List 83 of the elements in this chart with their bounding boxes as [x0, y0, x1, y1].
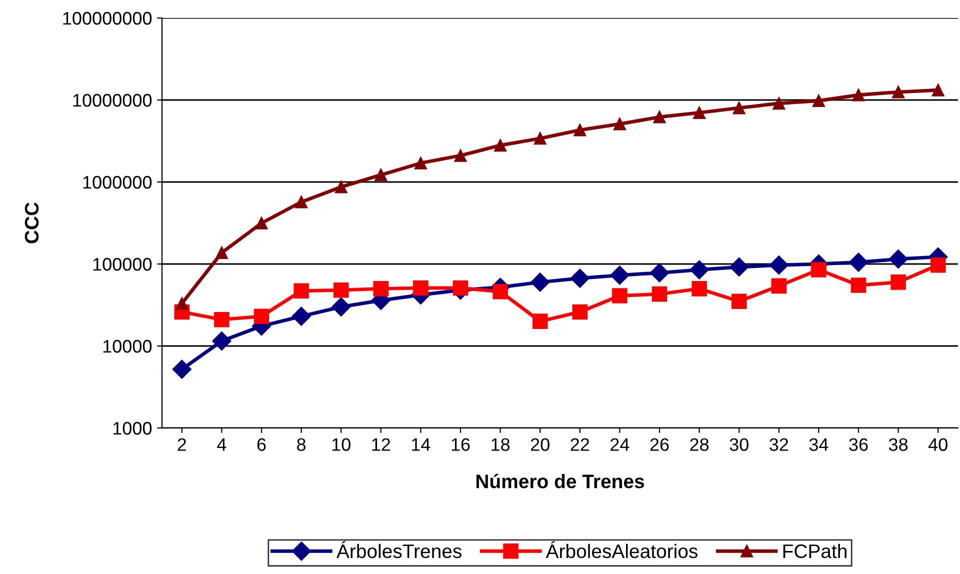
point — [772, 97, 786, 110]
legend-label: FCPath — [783, 544, 846, 558]
y-tick-label: 10000 — [103, 340, 152, 353]
point — [492, 284, 508, 300]
point — [850, 278, 866, 293]
point — [494, 139, 507, 152]
point — [930, 257, 946, 273]
x-tick-label: 12 — [372, 438, 390, 451]
point — [771, 278, 787, 294]
y-tick-label: 1000000 — [83, 176, 152, 189]
point — [852, 88, 865, 102]
x-tick-label: 40 — [928, 438, 948, 451]
point — [572, 304, 588, 320]
legend-label: ÁrbolesTrenes — [336, 541, 462, 558]
point — [652, 286, 668, 302]
point — [295, 196, 308, 208]
x-tick-label: 8 — [297, 438, 306, 451]
point — [172, 360, 192, 379]
point — [255, 216, 268, 230]
point — [254, 308, 270, 324]
point — [212, 331, 232, 351]
y-tick-label: 100000000 — [63, 12, 152, 25]
legend-label: ÁrbolesAleatorios — [546, 541, 698, 558]
x-tick-label: 36 — [849, 438, 868, 451]
point — [574, 124, 586, 136]
point — [612, 288, 628, 304]
point — [214, 312, 230, 328]
point — [530, 272, 550, 292]
x-axis-title: Número de Trenes — [476, 474, 644, 488]
point — [650, 263, 670, 282]
x-tick-label: 4 — [217, 438, 226, 451]
x-tick-label: 2 — [178, 438, 186, 451]
point — [890, 274, 906, 290]
y-axis-title: CCC — [24, 202, 39, 244]
point — [730, 257, 749, 277]
point — [176, 297, 188, 310]
x-tick-label: 22 — [570, 438, 590, 451]
point — [811, 262, 826, 278]
point — [769, 256, 788, 275]
point — [613, 118, 626, 130]
x-tick-label: 28 — [690, 438, 709, 451]
point — [454, 149, 467, 162]
x-tick-label: 18 — [492, 438, 510, 451]
x-tick-label: 20 — [530, 438, 550, 451]
point — [332, 297, 351, 316]
point — [932, 84, 944, 96]
point — [294, 283, 309, 299]
x-tick-label: 26 — [650, 438, 669, 451]
point — [534, 132, 546, 145]
point — [215, 246, 228, 260]
point — [848, 252, 868, 272]
point — [732, 102, 746, 114]
y-tick-label: 10000000 — [73, 94, 152, 107]
x-tick-label: 38 — [888, 438, 908, 451]
x-tick-label: 34 — [809, 438, 828, 451]
point — [292, 306, 311, 326]
point — [333, 282, 349, 298]
x-tick-label: 32 — [770, 438, 788, 451]
point — [892, 86, 905, 98]
point — [373, 281, 389, 296]
point — [610, 266, 630, 285]
x-tick-label: 14 — [412, 438, 430, 451]
x-tick-label: 30 — [730, 438, 748, 451]
x-tick-label: 24 — [610, 438, 630, 451]
point — [334, 180, 348, 194]
point — [692, 281, 707, 296]
point — [653, 110, 666, 124]
y-tick-label: 100000 — [93, 258, 152, 271]
point — [413, 280, 428, 296]
point — [532, 314, 548, 329]
point — [452, 280, 468, 296]
point — [888, 249, 908, 269]
x-tick-label: 6 — [257, 438, 266, 451]
x-tick-label: 10 — [332, 438, 350, 451]
point — [812, 94, 825, 107]
x-tick-label: 16 — [452, 438, 470, 451]
point — [374, 168, 388, 182]
point — [693, 106, 706, 119]
point — [570, 268, 590, 288]
point — [414, 156, 427, 170]
point — [731, 294, 747, 310]
point — [690, 260, 709, 280]
y-tick-label: 1000 — [113, 422, 152, 435]
